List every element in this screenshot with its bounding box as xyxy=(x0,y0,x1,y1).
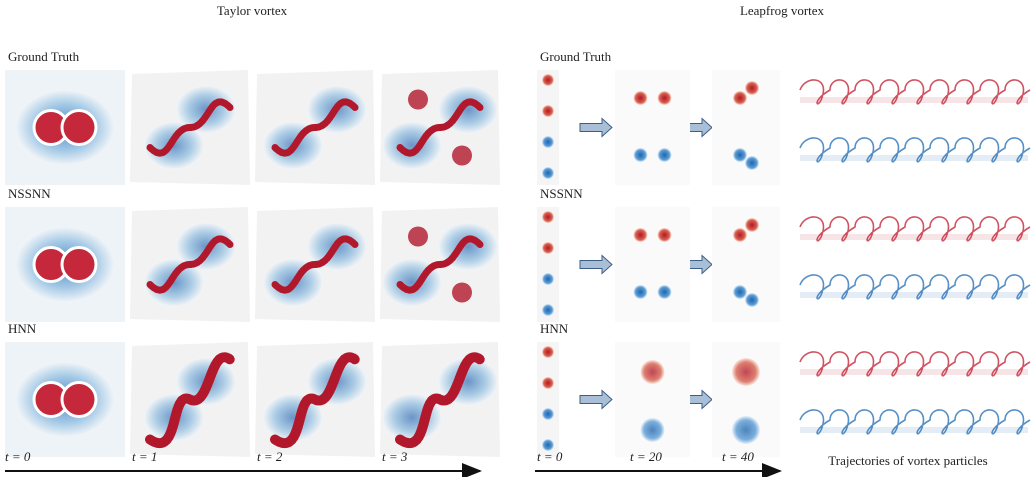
vortex-particle xyxy=(542,167,554,179)
vortex-particle xyxy=(542,105,554,117)
vortex-cluster xyxy=(733,285,747,299)
time-label: t = 2 xyxy=(257,449,283,464)
vortex-cluster xyxy=(745,293,759,307)
vortex-core xyxy=(62,111,96,145)
vortex-particle xyxy=(542,74,554,86)
row-label: NSSNN xyxy=(540,186,583,201)
vortex-cluster xyxy=(641,360,665,384)
vortex-cluster xyxy=(733,91,747,105)
vortex-cluster xyxy=(732,358,760,386)
section-title: Taylor vortex xyxy=(217,3,288,18)
time-label: t = 0 xyxy=(5,449,31,464)
time-label: t = 0 xyxy=(537,449,563,464)
figure: Taylor vortex Leapfrog vortex Trajectori… xyxy=(0,0,1031,477)
row-label: Ground Truth xyxy=(540,49,612,64)
vortex-core xyxy=(408,227,428,247)
vortex-cluster xyxy=(745,218,759,232)
vortex-cluster xyxy=(641,418,665,442)
step-arrow xyxy=(688,119,712,137)
vortex-particle xyxy=(542,377,554,389)
vortex-particle xyxy=(542,273,554,285)
vortex-cluster xyxy=(634,91,648,105)
vortex-core xyxy=(452,283,472,303)
page: Taylor vortex Leapfrog vortex Trajectori… xyxy=(0,0,1031,477)
field-panel xyxy=(615,207,690,322)
vortex-particle xyxy=(542,136,554,148)
row-label: Ground Truth xyxy=(8,49,80,64)
step-arrow xyxy=(580,119,612,137)
vortex-cluster xyxy=(733,228,747,242)
vortex-core xyxy=(62,248,96,282)
time-label: t = 20 xyxy=(630,449,662,464)
vortex-core xyxy=(62,383,96,417)
step-arrow xyxy=(580,256,612,274)
vortex-particle xyxy=(542,304,554,316)
vortex-cluster xyxy=(732,416,760,444)
row-label: HNN xyxy=(8,321,37,336)
time-label: t = 40 xyxy=(722,449,754,464)
vortex-cluster xyxy=(634,228,648,242)
vortex-particle xyxy=(542,242,554,254)
vortex-cluster xyxy=(658,148,672,162)
field-panel xyxy=(615,70,690,185)
vortex-cluster xyxy=(658,228,672,242)
vortex-core xyxy=(452,146,472,166)
vortex-core xyxy=(408,90,428,110)
vortex-cluster xyxy=(745,156,759,170)
vortex-particle xyxy=(542,211,554,223)
section-title: Leapfrog vortex xyxy=(740,3,825,18)
row-label: HNN xyxy=(540,321,569,336)
step-arrow xyxy=(688,391,712,409)
vortex-cluster xyxy=(733,148,747,162)
step-arrow xyxy=(688,256,712,274)
row-label: NSSNN xyxy=(8,186,51,201)
caption: Trajectories of vortex particles xyxy=(828,453,987,468)
vortex-cluster xyxy=(658,91,672,105)
vortex-particle xyxy=(542,346,554,358)
step-arrow xyxy=(580,391,612,409)
vortex-cluster xyxy=(634,148,648,162)
vortex-cluster xyxy=(658,285,672,299)
vortex-particle xyxy=(542,408,554,420)
vortex-cluster xyxy=(634,285,648,299)
vortex-cluster xyxy=(745,81,759,95)
time-label: t = 3 xyxy=(382,449,408,464)
time-label: t = 1 xyxy=(132,449,157,464)
